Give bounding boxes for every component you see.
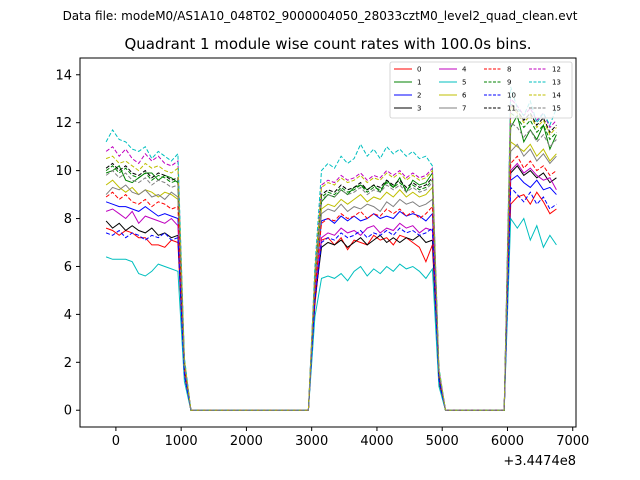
y-tick-label: 4 — [64, 308, 72, 323]
y-tick-label: 14 — [55, 68, 72, 83]
legend-label-12: 12 — [552, 66, 561, 74]
y-tick-label: 10 — [55, 164, 72, 179]
legend-label-8: 8 — [507, 66, 511, 74]
chart-title: Quadrant 1 module wise count rates with … — [124, 35, 531, 53]
legend-label-6: 6 — [462, 92, 467, 100]
x-tick-label: 5000 — [426, 434, 459, 449]
series-line-13 — [105, 86, 557, 411]
series-layer — [105, 86, 557, 411]
y-tick-label: 12 — [55, 116, 72, 131]
series-line-0 — [105, 191, 557, 411]
legend-label-5: 5 — [462, 79, 466, 87]
x-tick-label: 1000 — [165, 434, 198, 449]
legend-label-2: 2 — [417, 92, 421, 100]
series-line-9 — [105, 112, 557, 411]
series-line-15 — [105, 121, 557, 411]
x-tick-label: 6000 — [491, 434, 524, 449]
x-axis: 0 1000 2000 3000 4000 5000 6000 7000 — [112, 427, 589, 449]
legend-label-11: 11 — [507, 105, 516, 113]
legend-label-7: 7 — [462, 105, 466, 113]
x-tick-label: 7000 — [556, 434, 589, 449]
x-tick-label: 4000 — [360, 434, 393, 449]
series-line-12 — [105, 97, 557, 411]
series-line-11 — [105, 102, 557, 411]
x-offset-label: +3.4474e8 — [503, 454, 576, 469]
series-line-1 — [105, 114, 557, 411]
plot-frame — [79, 57, 577, 428]
legend-label-3: 3 — [417, 105, 421, 113]
y-tick-label: 8 — [64, 212, 72, 227]
legend-label-4: 4 — [462, 66, 467, 74]
series-line-5 — [105, 216, 557, 411]
legend-label-13: 13 — [552, 79, 561, 87]
legend-label-10: 10 — [507, 92, 516, 100]
series-line-3 — [105, 164, 557, 411]
legend-label-9: 9 — [507, 79, 511, 87]
legend-box — [389, 61, 573, 119]
legend-label-1: 1 — [417, 79, 421, 87]
y-tick-label: 2 — [64, 356, 72, 371]
x-tick-label: 0 — [112, 434, 120, 449]
series-line-14 — [105, 104, 557, 411]
y-axis: 0 2 4 6 8 10 12 14 — [55, 68, 80, 419]
series-line-4 — [105, 162, 557, 411]
legend-label-15: 15 — [552, 105, 561, 113]
chart-suptitle: Data file: modeM0/AS1A10_048T02_90000040… — [63, 9, 578, 23]
legend-label-14: 14 — [552, 92, 561, 100]
legend-label-0: 0 — [417, 66, 421, 74]
y-tick-label: 6 — [64, 260, 72, 275]
y-tick-label: 0 — [64, 404, 72, 419]
x-tick-label: 3000 — [295, 434, 328, 449]
x-tick-label: 2000 — [230, 434, 263, 449]
